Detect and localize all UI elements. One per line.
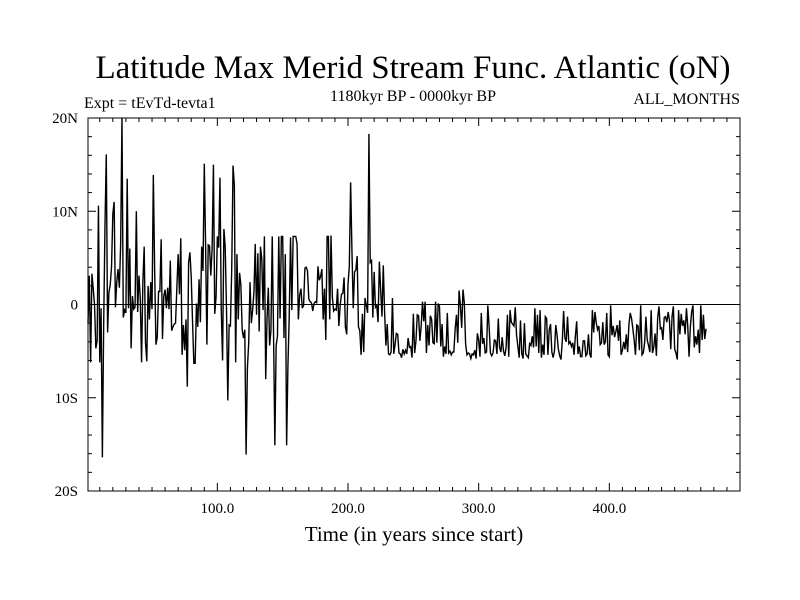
x-tick-label: 400.0 <box>592 501 626 517</box>
expt-label: Expt = tEvTd-tevta1 <box>84 95 216 112</box>
y-tick-label: 20N <box>52 111 78 127</box>
y-tick-label: 0 <box>71 298 79 314</box>
months-label: ALL_MONTHS <box>633 91 740 108</box>
x-tick-label: 300.0 <box>462 501 496 517</box>
plot-series <box>87 117 707 458</box>
period-label: 1180kyr BP - 0000kyr BP <box>330 88 496 105</box>
x-tick-label: 100.0 <box>200 501 234 517</box>
x-tick-label: 200.0 <box>331 501 365 517</box>
y-axis-ticks: 20N 10N 0 10S 20S <box>52 111 740 500</box>
chart-title: Latitude Max Merid Stream Func. Atlantic… <box>95 50 730 86</box>
x-axis-ticks: 100.0 200.0 300.0 400.0 <box>99 118 728 517</box>
y-tick-label: 10N <box>52 204 78 220</box>
series-line-0 <box>87 117 707 458</box>
x-axis-label: Time (in years since start) <box>305 522 524 546</box>
y-tick-label: 20S <box>55 484 78 500</box>
y-tick-label: 10S <box>55 391 78 407</box>
